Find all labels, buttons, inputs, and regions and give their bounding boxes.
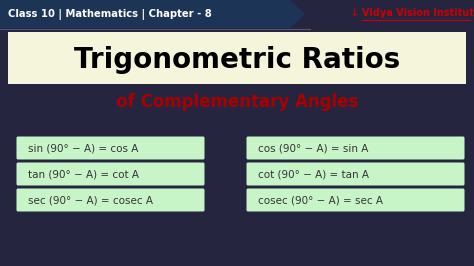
Text: Class 10 | Mathematics | Chapter - 8: Class 10 | Mathematics | Chapter - 8 — [8, 9, 212, 19]
FancyBboxPatch shape — [17, 163, 204, 185]
FancyBboxPatch shape — [246, 136, 465, 160]
Text: ↓: ↓ — [350, 8, 359, 18]
Text: of Complementary Angles: of Complementary Angles — [116, 93, 358, 111]
FancyBboxPatch shape — [246, 189, 465, 211]
Text: tan (90° − A) = cot A: tan (90° − A) = cot A — [28, 169, 139, 180]
Bar — [0, 0, 290, 28]
Text: cot (90° − A) = tan A: cot (90° − A) = tan A — [258, 169, 369, 180]
Text: sec (90° − A) = cosec A: sec (90° − A) = cosec A — [28, 196, 153, 206]
Text: cos (90° − A) = sin A: cos (90° − A) = sin A — [258, 143, 368, 153]
Text: cosec (90° − A) = sec A: cosec (90° − A) = sec A — [258, 196, 383, 206]
FancyBboxPatch shape — [246, 163, 465, 185]
Polygon shape — [290, 0, 305, 28]
Bar — [8, 32, 466, 84]
FancyBboxPatch shape — [17, 136, 204, 160]
Text: Trigonometric Ratios: Trigonometric Ratios — [74, 46, 400, 74]
Text: Vidya Vision Institute: Vidya Vision Institute — [362, 8, 474, 18]
Text: sin (90° − A) = cos A: sin (90° − A) = cos A — [28, 143, 138, 153]
FancyBboxPatch shape — [17, 189, 204, 211]
